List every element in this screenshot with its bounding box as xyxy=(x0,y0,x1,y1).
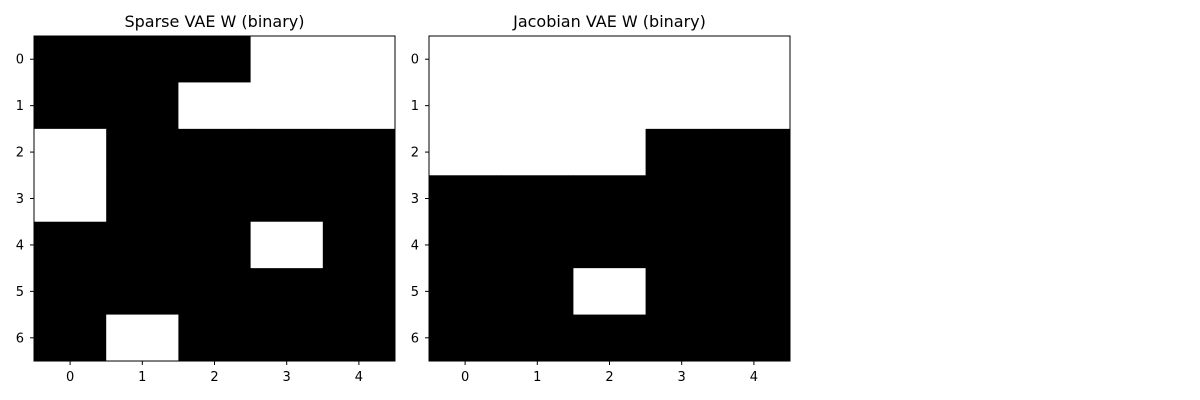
sparse-vae-cell-r0-c0 xyxy=(34,36,107,83)
jacobian-vae-cell-r1-c2 xyxy=(573,82,647,130)
sparse-vae-y-tick-label-5: 5 xyxy=(16,285,24,300)
sparse-vae-cell-r6-c1 xyxy=(106,314,179,362)
sparse-vae-cell-r5-c1 xyxy=(106,268,179,316)
sparse-vae-cell-r0-c1 xyxy=(106,36,179,83)
sparse-vae-cell-r3-c2 xyxy=(178,175,252,223)
jacobian-vae-x-tick-label-1: 1 xyxy=(533,370,541,385)
jacobian-vae-cell-r1-c4 xyxy=(717,82,791,130)
jacobian-vae-y-tick-label-5: 5 xyxy=(411,285,419,300)
sparse-vae-cell-r0-c3 xyxy=(250,36,324,83)
jacobian-vae-cell-r2-c2 xyxy=(573,128,647,176)
jacobian-vae-cell-r5-c2 xyxy=(573,268,647,316)
sparse-vae-x-tick-label-1: 1 xyxy=(138,370,146,385)
jacobian-vae-cell-r3-c2 xyxy=(573,175,647,223)
sparse-vae-x-tick-label-3: 3 xyxy=(283,370,291,385)
sparse-vae-cell-r1-c4 xyxy=(322,82,396,130)
jacobian-vae-cell-r3-c1 xyxy=(501,175,574,223)
jacobian-vae-cell-r2-c0 xyxy=(429,128,502,176)
sparse-vae-cell-r6-c4 xyxy=(322,314,396,362)
jacobian-vae-cell-r0-c1 xyxy=(501,36,574,83)
sparse-vae-heatmap-panel: Sparse VAE W (binary) 0 1 2 3 4 0 1 2 3 4 5 6 xyxy=(16,12,396,385)
sparse-vae-cell-r5-c3 xyxy=(250,268,324,316)
sparse-vae-cell-r6-c0 xyxy=(34,314,107,362)
sparse-vae-cell-r4-c0 xyxy=(34,221,107,269)
sparse-vae-cell-r2-c0 xyxy=(34,128,107,176)
sparse-vae-cell-r3-c1 xyxy=(106,175,179,223)
jacobian-vae-cell-r6-c1 xyxy=(501,314,574,362)
sparse-vae-y-tick-label-6: 6 xyxy=(16,331,24,346)
jacobian-vae-heatmap-panel: Jacobian VAE W (binary) 0 1 2 3 4 0 1 2 3 4 5 6 xyxy=(411,12,791,385)
jacobian-vae-cell-r6-c3 xyxy=(645,314,719,362)
jacobian-vae-x-tick-label-0: 0 xyxy=(461,370,469,385)
jacobian-vae-cell-r6-c0 xyxy=(429,314,502,362)
sparse-vae-cell-r1-c0 xyxy=(34,82,107,130)
jacobian-vae-cell-r5-c3 xyxy=(645,268,719,316)
jacobian-vae-cell-r1-c0 xyxy=(429,82,502,130)
jacobian-vae-y-tick-label-3: 3 xyxy=(411,192,419,207)
jacobian-vae-y-tick-label-0: 0 xyxy=(411,53,419,68)
jacobian-vae-x-tick-label-4: 4 xyxy=(750,370,758,385)
jacobian-vae-cell-r5-c0 xyxy=(429,268,502,316)
jacobian-vae-cell-r2-c1 xyxy=(501,128,574,176)
jacobian-vae-cell-r1-c1 xyxy=(501,82,574,130)
sparse-vae-cell-r1-c3 xyxy=(250,82,324,130)
jacobian-vae-cell-r4-c2 xyxy=(573,221,647,269)
sparse-vae-cell-r2-c3 xyxy=(250,128,324,176)
jacobian-vae-cell-r0-c3 xyxy=(645,36,719,83)
jacobian-vae-cell-r4-c4 xyxy=(717,221,791,269)
jacobian-vae-cell-r0-c0 xyxy=(429,36,502,83)
jacobian-vae-y-tick-label-1: 1 xyxy=(411,99,419,114)
jacobian-vae-cell-r0-c4 xyxy=(717,36,791,83)
sparse-vae-x-tick-label-4: 4 xyxy=(355,370,363,385)
jacobian-vae-x-tick-label-2: 2 xyxy=(605,370,613,385)
jacobian-vae-y-tick-label-4: 4 xyxy=(411,238,419,253)
jacobian-vae-cell-r3-c4 xyxy=(717,175,791,223)
jacobian-vae-y-tick-label-2: 2 xyxy=(411,146,419,161)
jacobian-vae-cell-r1-c3 xyxy=(645,82,719,130)
jacobian-vae-cell-r4-c1 xyxy=(501,221,574,269)
jacobian-vae-cell-r5-c4 xyxy=(717,268,791,316)
sparse-vae-cell-r4-c4 xyxy=(322,221,396,269)
sparse-vae-y-tick-label-1: 1 xyxy=(16,99,24,114)
sparse-vae-x-tick-label-2: 2 xyxy=(210,370,218,385)
sparse-vae-cell-r6-c3 xyxy=(250,314,324,362)
sparse-vae-cell-r5-c0 xyxy=(34,268,107,316)
jacobian-vae-chart-title: Jacobian VAE W (binary) xyxy=(512,12,706,31)
sparse-vae-cell-r4-c1 xyxy=(106,221,179,269)
jacobian-vae-cell-r4-c0 xyxy=(429,221,502,269)
sparse-vae-cell-r5-c4 xyxy=(322,268,396,316)
jacobian-vae-x-tick-label-3: 3 xyxy=(678,370,686,385)
jacobian-vae-cell-r2-c3 xyxy=(645,128,719,176)
jacobian-vae-cell-r0-c2 xyxy=(573,36,647,83)
sparse-vae-y-tick-label-2: 2 xyxy=(16,146,24,161)
sparse-vae-cell-r1-c2 xyxy=(178,82,252,130)
jacobian-vae-cell-r6-c2 xyxy=(573,314,647,362)
jacobian-vae-cell-r4-c3 xyxy=(645,221,719,269)
sparse-vae-cell-r3-c0 xyxy=(34,175,107,223)
sparse-vae-cell-r2-c2 xyxy=(178,128,252,176)
sparse-vae-cell-r3-c3 xyxy=(250,175,324,223)
sparse-vae-cell-r4-c3 xyxy=(250,221,324,269)
sparse-vae-cell-r0-c4 xyxy=(322,36,396,83)
jacobian-vae-cell-r3-c3 xyxy=(645,175,719,223)
sparse-vae-y-tick-label-4: 4 xyxy=(16,238,24,253)
jacobian-vae-cell-r5-c1 xyxy=(501,268,574,316)
sparse-vae-x-tick-label-0: 0 xyxy=(66,370,74,385)
sparse-vae-cell-r4-c2 xyxy=(178,221,252,269)
jacobian-vae-cell-r2-c4 xyxy=(717,128,791,176)
sparse-vae-cell-r6-c2 xyxy=(178,314,252,362)
sparse-vae-cell-r5-c2 xyxy=(178,268,252,316)
sparse-vae-cell-r2-c1 xyxy=(106,128,179,176)
sparse-vae-cell-r2-c4 xyxy=(322,128,396,176)
sparse-vae-y-tick-label-0: 0 xyxy=(16,53,24,68)
sparse-vae-chart-title: Sparse VAE W (binary) xyxy=(124,12,304,31)
sparse-vae-cell-r1-c1 xyxy=(106,82,179,130)
jacobian-vae-y-tick-label-6: 6 xyxy=(411,331,419,346)
jacobian-vae-cell-r6-c4 xyxy=(717,314,791,362)
sparse-vae-y-tick-label-3: 3 xyxy=(16,192,24,207)
sparse-vae-cell-r0-c2 xyxy=(178,36,252,83)
jacobian-vae-cell-r3-c0 xyxy=(429,175,502,223)
sparse-vae-cell-r3-c4 xyxy=(322,175,396,223)
